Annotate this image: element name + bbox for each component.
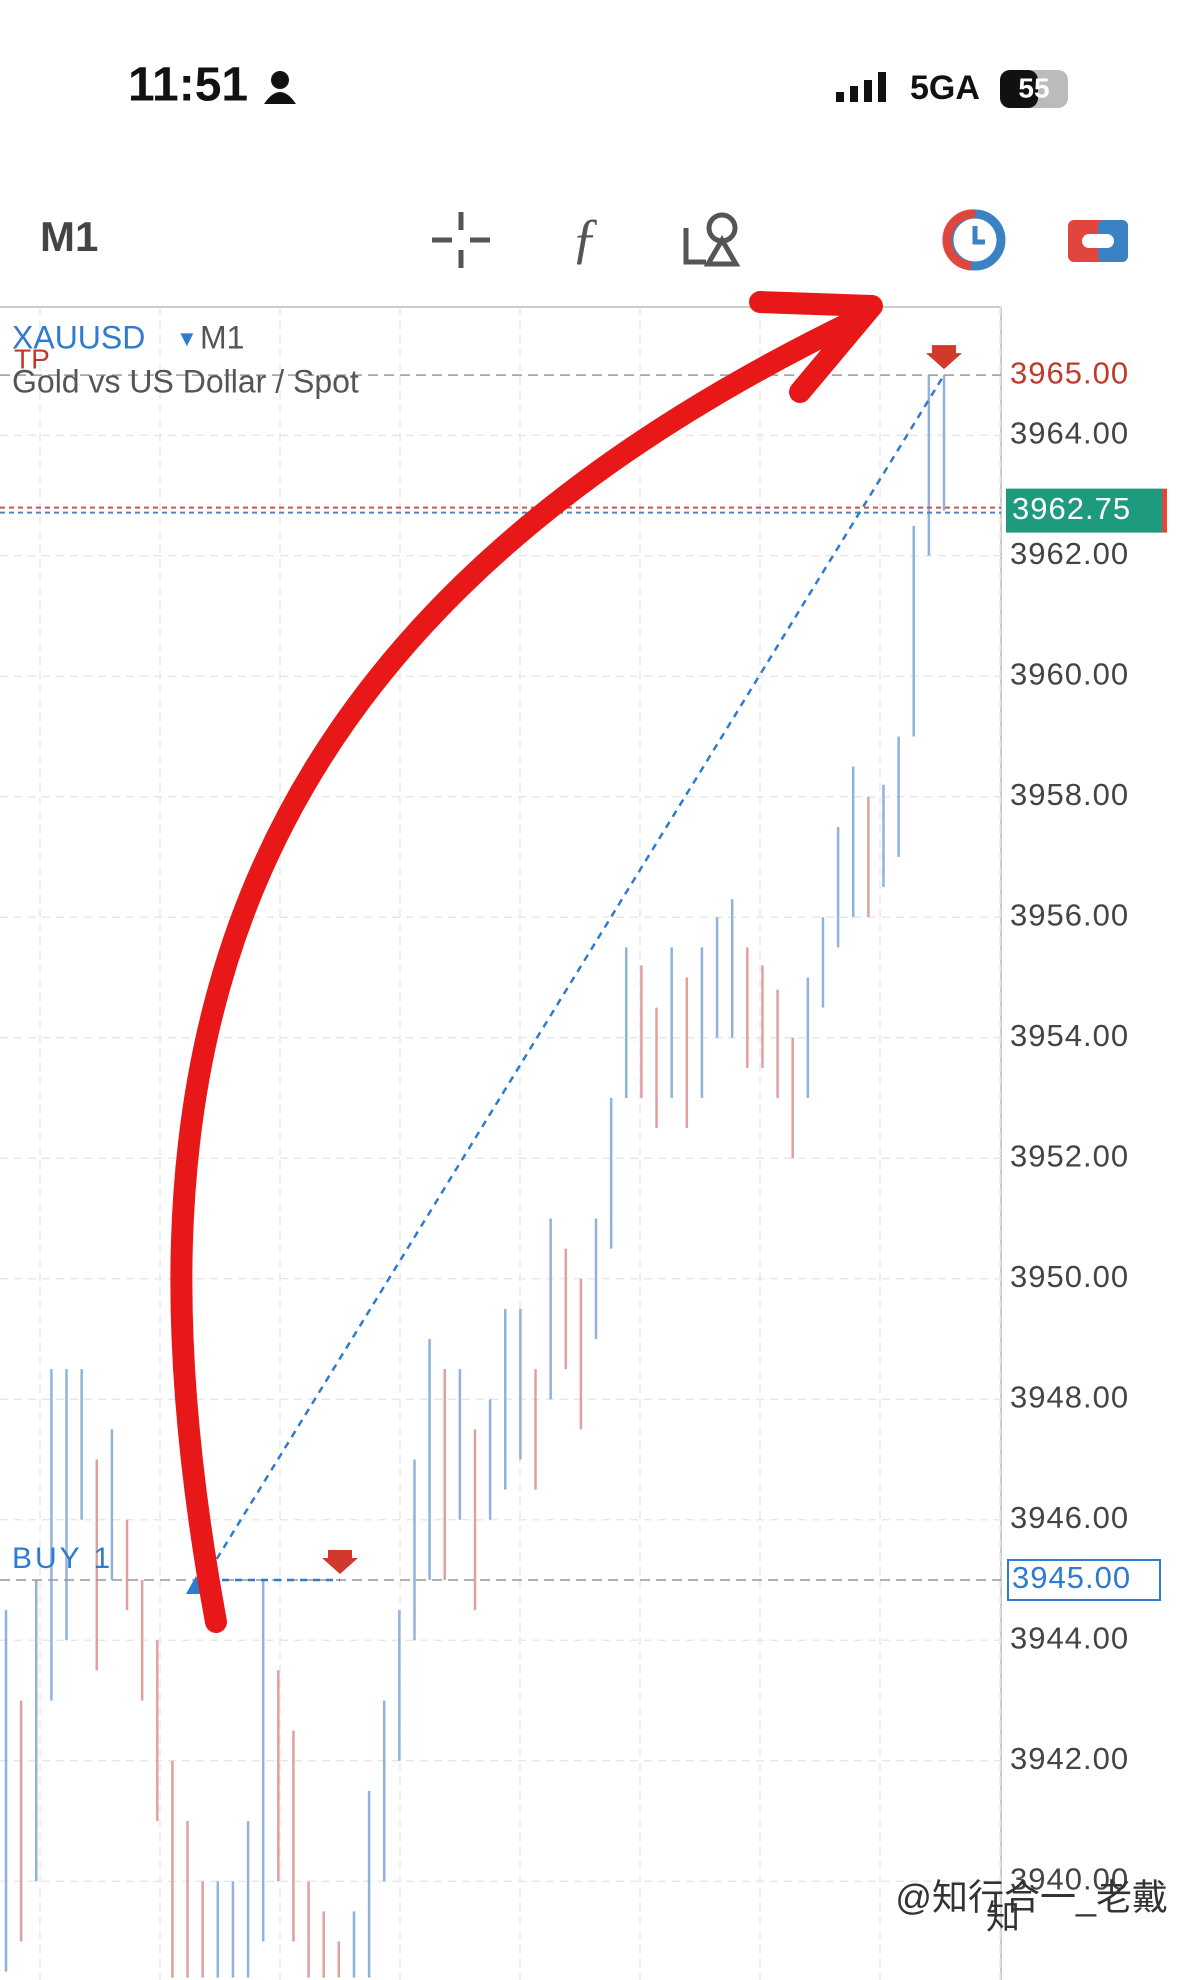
person-icon bbox=[264, 71, 296, 104]
symbol-description: Gold vs US Dollar / Spot bbox=[12, 363, 359, 399]
signal-icon bbox=[836, 72, 886, 102]
y-tick-label: 3960.00 bbox=[1010, 656, 1129, 691]
buy-price-box bbox=[1007, 1558, 1161, 1601]
battery-text: 55 bbox=[1018, 72, 1049, 103]
y-tick-label: 3962.00 bbox=[1010, 536, 1129, 571]
symbol-name[interactable]: XAUUSD bbox=[12, 319, 145, 355]
timeframe-button[interactable]: M1 bbox=[40, 213, 98, 260]
y-tick-label: 3956.00 bbox=[1010, 897, 1129, 932]
y-tick-label: 3958.00 bbox=[1010, 777, 1129, 812]
buy-price-label: 3945.00 bbox=[1012, 1560, 1131, 1595]
y-tick-label: 3964.00 bbox=[1010, 416, 1129, 451]
legend-timeframe: M1 bbox=[200, 319, 244, 355]
y-tick-label: 3942.00 bbox=[1010, 1741, 1129, 1776]
current-price-label: 3962.75 bbox=[1012, 491, 1131, 526]
y-tick-label: 3954.00 bbox=[1010, 1018, 1129, 1053]
annotation-arrowhead bbox=[749, 291, 883, 403]
annotation-arrow bbox=[170, 307, 871, 1633]
tp-close-marker bbox=[926, 345, 962, 370]
watermark: @知行合一_老戴 bbox=[895, 1877, 1168, 1918]
clock: 11:51 bbox=[128, 59, 248, 112]
current-price-box bbox=[1006, 488, 1162, 533]
y-tick-label: 3948.00 bbox=[1010, 1379, 1129, 1414]
account-button[interactable] bbox=[1068, 220, 1128, 262]
trade-button[interactable] bbox=[942, 209, 1006, 271]
y-tick-label: 3944.00 bbox=[1010, 1620, 1129, 1655]
tp-name: TP bbox=[14, 343, 50, 374]
close-marker bbox=[322, 1549, 358, 1574]
current-price-tab bbox=[1162, 488, 1167, 533]
crosshair-button[interactable] bbox=[432, 212, 490, 268]
buy-name: BUY 1 bbox=[12, 1542, 113, 1575]
y-tick-label: 3950.00 bbox=[1010, 1259, 1129, 1294]
tp-price-label: 3965.00 bbox=[1010, 355, 1129, 390]
y-tick-label: 3946.00 bbox=[1010, 1500, 1129, 1535]
watermark-logo: 知 bbox=[986, 1899, 1020, 1937]
y-tick-label: 3940.00 bbox=[1010, 1861, 1129, 1896]
y-tick-label: 3952.00 bbox=[1010, 1138, 1129, 1173]
network: 5GA bbox=[910, 69, 980, 107]
objects-button[interactable] bbox=[683, 212, 741, 267]
indicator-button[interactable]: ƒ bbox=[571, 208, 599, 270]
symbol-dropdown[interactable]: ▼ bbox=[176, 326, 198, 351]
battery-level bbox=[1000, 70, 1038, 108]
